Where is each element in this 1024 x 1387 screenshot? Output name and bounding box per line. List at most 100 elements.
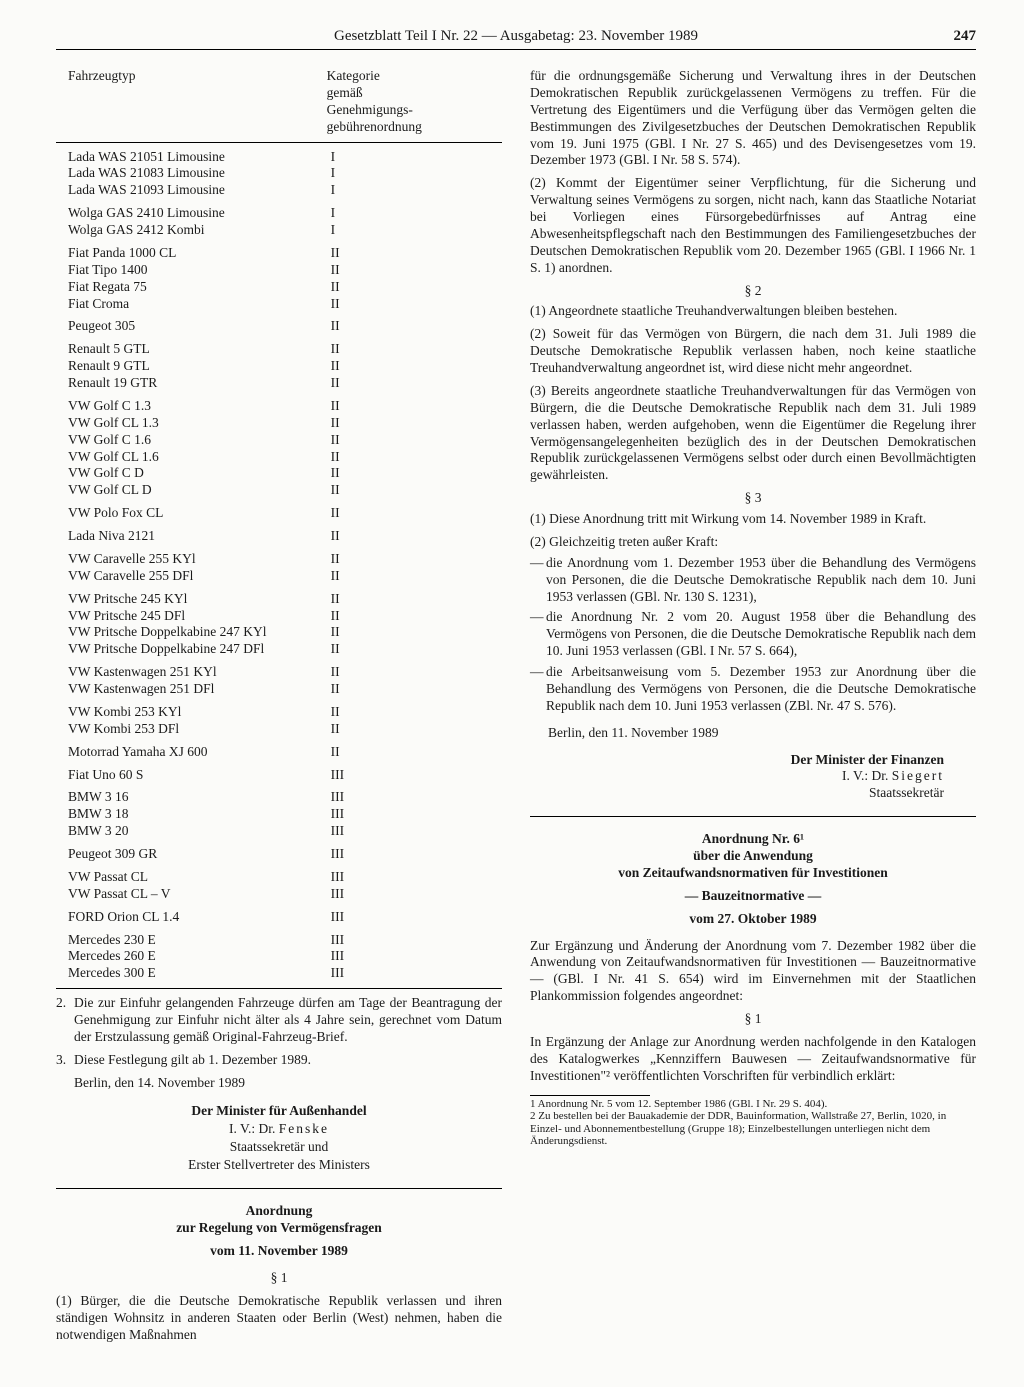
vehicle-category: II [327, 415, 502, 432]
vehicle-category: III [327, 767, 502, 784]
vehicle-category: I [327, 182, 502, 199]
vehicle-category: III [327, 909, 502, 926]
vehicle-category: III [327, 932, 502, 949]
table-row: BMW 3 20III [56, 823, 502, 840]
vehicle-name: VW Kastenwagen 251 DFl [56, 681, 327, 698]
vehicle-category: II [327, 341, 502, 358]
vehicle-category: II [327, 744, 502, 761]
table-row: VW Pritsche 245 KYlII [56, 591, 502, 608]
vehicle-category: II [327, 568, 502, 585]
table-row: VW Golf CL 1.6II [56, 449, 502, 466]
vehicle-category: II [327, 721, 502, 738]
table-row: VW Golf C 1.6II [56, 432, 502, 449]
vehicle-name: Mercedes 300 E [56, 965, 327, 982]
table-group: Mercedes 230 EIIIMercedes 260 EIIIMerced… [56, 932, 502, 983]
table-row: Mercedes 300 EIII [56, 965, 502, 982]
section-3-p2: (2) Gleichzeitig treten außer Kraft: [530, 534, 976, 551]
table-row: Renault 5 GTLII [56, 341, 502, 358]
vehicle-name: Lada Niva 2121 [56, 528, 327, 545]
table-row: VW Kastenwagen 251 KYlII [56, 664, 502, 681]
table-group: Peugeot 309 GRIII [56, 846, 502, 863]
signature-date-2: Berlin, den 11. November 1989 [530, 725, 976, 742]
vehicle-category: III [327, 869, 502, 886]
table-row: VW Golf C 1.3II [56, 398, 502, 415]
table-row: VW Pritsche Doppelkabine 247 DFlII [56, 641, 502, 658]
vehicle-category: II [327, 262, 502, 279]
table-row: Lada WAS 21051 LimousineI [56, 149, 502, 166]
divider-2 [530, 816, 976, 817]
ordinance-6-preamble: Zur Ergänzung und Änderung der Anordnung… [530, 938, 976, 1006]
vehicle-name: Renault 5 GTL [56, 341, 327, 358]
vehicle-name: VW Golf C D [56, 465, 327, 482]
vehicle-category: II [327, 608, 502, 625]
vehicle-category: II [327, 375, 502, 392]
signature-block-2: Der Minister der Finanzen I. V.: Dr. Sie… [530, 752, 944, 803]
vehicle-name: BMW 3 18 [56, 806, 327, 823]
table-row: VW Passat CL – VIII [56, 886, 502, 903]
table-row: Renault 9 GTLII [56, 358, 502, 375]
table-row: Mercedes 260 EIII [56, 948, 502, 965]
vehicle-category: I [327, 205, 502, 222]
vehicle-category: III [327, 965, 502, 982]
section-2-p1: (1) Angeordnete staatliche Treuhandverwa… [530, 303, 976, 320]
table-row: Fiat Uno 60 SIII [56, 767, 502, 784]
vehicle-name: VW Golf CL 1.6 [56, 449, 327, 466]
footnote-rule [530, 1095, 650, 1096]
table-row: Fiat Panda 1000 CLII [56, 245, 502, 262]
table-row: VW Kombi 253 DFlII [56, 721, 502, 738]
table-row: BMW 3 16III [56, 789, 502, 806]
vehicle-category: II [327, 551, 502, 568]
vehicle-name: Lada WAS 21083 Limousine [56, 165, 327, 182]
vehicle-name: Lada WAS 21093 Limousine [56, 182, 327, 199]
table-group: FORD Orion CL 1.4III [56, 909, 502, 926]
vehicle-name: Wolga GAS 2412 Kombi [56, 222, 327, 239]
table-row: Fiat Tipo 1400II [56, 262, 502, 279]
table-group: VW Kastenwagen 251 KYlIIVW Kastenwagen 2… [56, 664, 502, 698]
left-column: Fahrzeugtyp Kategorie gemäß Genehmigungs… [56, 68, 502, 1350]
vehicle-name: Wolga GAS 2410 Limousine [56, 205, 327, 222]
table-row: VW Golf CL 1.3II [56, 415, 502, 432]
table-group: Lada WAS 21051 LimousineILada WAS 21083 … [56, 149, 502, 200]
table-group: Motorrad Yamaha XJ 600II [56, 744, 502, 761]
vehicle-category: II [327, 465, 502, 482]
table-group: Peugeot 305II [56, 318, 502, 335]
table-group: VW Passat CLIIIVW Passat CL – VIII [56, 869, 502, 903]
vehicle-name: VW Pritsche Doppelkabine 247 KYl [56, 624, 327, 641]
table-row: Wolga GAS 2412 KombiI [56, 222, 502, 239]
vehicle-category: II [327, 482, 502, 499]
vehicle-category: II [327, 528, 502, 545]
vehicle-name: Mercedes 230 E [56, 932, 327, 949]
vehicle-name: VW Pritsche Doppelkabine 247 DFl [56, 641, 327, 658]
divider [56, 1188, 502, 1189]
section-1-heading: § 1 [56, 1270, 502, 1287]
table-row: VW Polo Fox CLII [56, 505, 502, 522]
vehicle-category: II [327, 624, 502, 641]
vehicle-name: Peugeot 309 GR [56, 846, 327, 863]
section-2-p3: (3) Bereits angeordnete staatliche Treuh… [530, 383, 976, 484]
vehicle-category: II [327, 279, 502, 296]
vehicle-name: Mercedes 260 E [56, 948, 327, 965]
vehicle-category: III [327, 846, 502, 863]
section-3-p1: (1) Diese Anordnung tritt mit Wirkung vo… [530, 511, 976, 528]
table-row: Fiat CromaII [56, 296, 502, 313]
section-3-heading: § 3 [530, 490, 976, 507]
table-row: Fiat Regata 75II [56, 279, 502, 296]
signature-date: Berlin, den 14. November 1989 [56, 1075, 502, 1092]
vehicle-name: VW Golf CL D [56, 482, 327, 499]
table-row: Wolga GAS 2410 LimousineI [56, 205, 502, 222]
table-group: VW Polo Fox CLII [56, 505, 502, 522]
vehicle-name: BMW 3 16 [56, 789, 327, 806]
vehicle-category: II [327, 641, 502, 658]
vehicle-name: VW Polo Fox CL [56, 505, 327, 522]
vehicle-category: II [327, 681, 502, 698]
ordinance-6-s1-heading: § 1 [530, 1011, 976, 1028]
table-row: Lada WAS 21083 LimousineI [56, 165, 502, 182]
vehicle-name: BMW 3 20 [56, 823, 327, 840]
table-row: Lada Niva 2121II [56, 528, 502, 545]
table-header-type: Fahrzeugtyp [56, 68, 327, 136]
ordinance-date: vom 11. November 1989 [56, 1243, 502, 1260]
table-group: VW Golf C 1.3IIVW Golf CL 1.3IIVW Golf C… [56, 398, 502, 499]
running-header: Gesetzblatt Teil I Nr. 22 — Ausgabetag: … [56, 28, 976, 50]
vehicle-name: Renault 19 GTR [56, 375, 327, 392]
table-row: Renault 19 GTRII [56, 375, 502, 392]
